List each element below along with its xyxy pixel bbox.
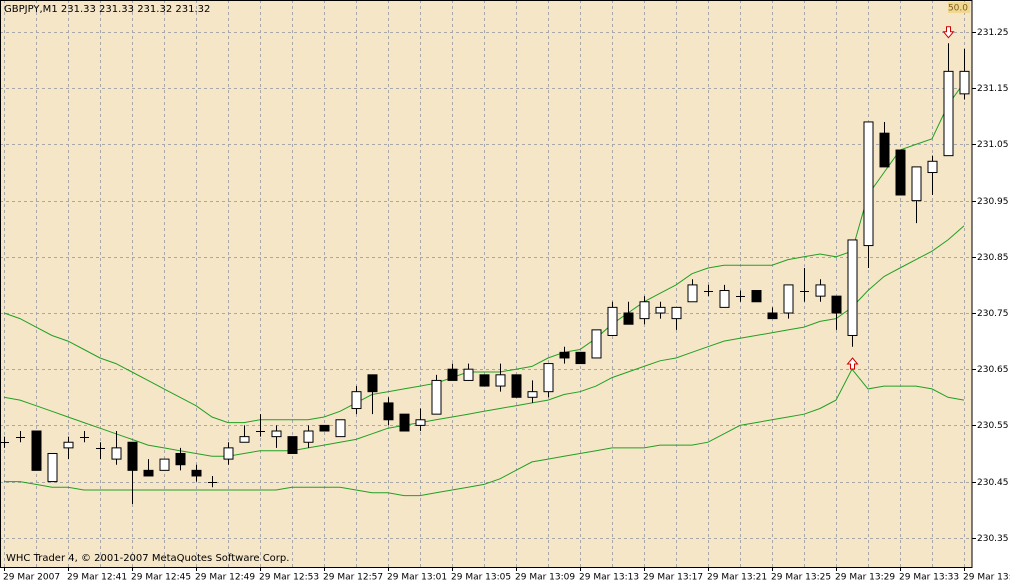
y-tick-label: 230.35 xyxy=(977,534,1009,544)
y-tick-label: 231.15 xyxy=(977,84,1009,94)
candle-body xyxy=(639,301,650,320)
x-tick-label: 29 Mar 13:25 xyxy=(771,573,831,583)
x-tick-label: 29 Mar 13:33 xyxy=(899,573,959,583)
candle-body xyxy=(815,284,826,297)
chart-title: GBPJPY,M1 231.33 231.33 231.32 231.32 xyxy=(4,4,210,15)
x-tick-label: 29 Mar 13:29 xyxy=(835,573,895,583)
x-tick-label: 29 Mar 13:05 xyxy=(451,573,511,583)
candle-body xyxy=(767,312,778,320)
candle-body xyxy=(319,424,330,432)
candle-body xyxy=(383,402,394,421)
candle-body xyxy=(431,379,442,415)
candle-body xyxy=(719,290,730,308)
candle-body xyxy=(943,70,954,157)
candle-body xyxy=(543,363,554,393)
candle-body xyxy=(335,419,346,438)
candle-body xyxy=(127,441,138,471)
candle-body xyxy=(895,149,906,196)
candle-body xyxy=(47,452,58,483)
candle-body xyxy=(911,166,922,202)
candle-body xyxy=(511,374,522,398)
candle-body xyxy=(927,160,938,174)
y-tick-label: 230.75 xyxy=(977,309,1009,319)
y-tick-label: 230.65 xyxy=(977,365,1009,375)
candle-body xyxy=(527,391,538,398)
y-tick-label: 230.45 xyxy=(977,478,1009,488)
axes: 230.35 230.45 230.55 230.65 230.75 230.85 230.… xyxy=(3,28,1010,583)
candle-body xyxy=(191,469,202,477)
x-tick-label: 29 Mar 12:57 xyxy=(323,573,383,583)
candle-body xyxy=(63,441,74,449)
candle-body xyxy=(607,306,618,336)
candle-body xyxy=(447,368,458,381)
plot-background xyxy=(0,0,972,567)
y-axis-panel xyxy=(972,0,1010,567)
x-axis-panel xyxy=(0,567,1010,584)
candle-body xyxy=(959,70,970,95)
candle-body xyxy=(863,121,874,247)
candle-body xyxy=(159,458,170,471)
fractal-arrow xyxy=(942,26,955,39)
x-tick-label: 29 Mar 2007 xyxy=(3,573,60,583)
candle-body xyxy=(687,284,698,303)
candle-body xyxy=(287,436,298,454)
candle-body xyxy=(463,368,474,381)
x-tick-label: 29 Mar 13:01 xyxy=(387,573,447,583)
candle-body xyxy=(591,329,602,359)
candle-body xyxy=(223,447,234,460)
x-tick-label: 29 Mar 12:41 xyxy=(67,573,127,583)
candle-body xyxy=(239,436,250,443)
candle-body xyxy=(303,430,314,443)
candles xyxy=(0,43,970,505)
candle-body xyxy=(671,306,682,320)
band-line xyxy=(3,225,965,457)
candle-body xyxy=(367,374,378,393)
candle-body xyxy=(271,430,282,438)
x-tick-label: 29 Mar 13:13 xyxy=(579,573,639,583)
candle-body xyxy=(575,351,586,365)
y-tick-label: 231.05 xyxy=(977,140,1009,150)
candle-body xyxy=(479,374,490,387)
candle-body xyxy=(143,469,154,477)
level-box xyxy=(948,2,970,13)
y-tick-label: 230.55 xyxy=(977,421,1009,431)
candle-body xyxy=(351,391,362,410)
band-line xyxy=(4,368,965,497)
plot-frame xyxy=(0,0,973,568)
footer: WHC Trader 4, © 2001-2007 MetaQuotes Sof… xyxy=(6,553,289,564)
candle-body xyxy=(495,374,506,387)
x-tick-label: 29 Mar 13:21 xyxy=(707,573,767,583)
band-line xyxy=(3,82,965,424)
candle-body xyxy=(783,284,794,314)
fractal-arrow xyxy=(846,357,859,370)
x-tick-label: 29 Mar 12:49 xyxy=(195,573,255,583)
candle-body xyxy=(31,430,42,471)
y-tick-label: 230.85 xyxy=(977,253,1009,263)
candle-body xyxy=(831,295,842,314)
candle-body xyxy=(111,447,122,460)
candle-body xyxy=(847,239,858,336)
candle-body xyxy=(751,290,762,303)
candle-body xyxy=(655,306,666,314)
x-tick-label: 29 Mar 12:45 xyxy=(131,573,191,583)
candle-body xyxy=(879,132,890,168)
x-tick-label: 29 Mar 13:37 xyxy=(963,573,1010,583)
x-tick-label: 29 Mar 13:09 xyxy=(515,573,575,583)
x-tick-label: 29 Mar 12:53 xyxy=(259,573,319,583)
candle-body xyxy=(415,419,426,426)
level-label: 50.0 xyxy=(948,4,968,14)
grid xyxy=(0,0,972,567)
candle-body xyxy=(399,413,410,432)
markers xyxy=(846,26,955,370)
bands xyxy=(3,82,965,497)
candle-body xyxy=(559,351,570,359)
x-tick-label: 29 Mar 13:17 xyxy=(643,573,703,583)
candle-body xyxy=(175,452,186,466)
y-tick-label: 230.95 xyxy=(977,197,1009,207)
candle-body xyxy=(623,312,634,325)
y-tick-label: 231.25 xyxy=(977,28,1009,38)
